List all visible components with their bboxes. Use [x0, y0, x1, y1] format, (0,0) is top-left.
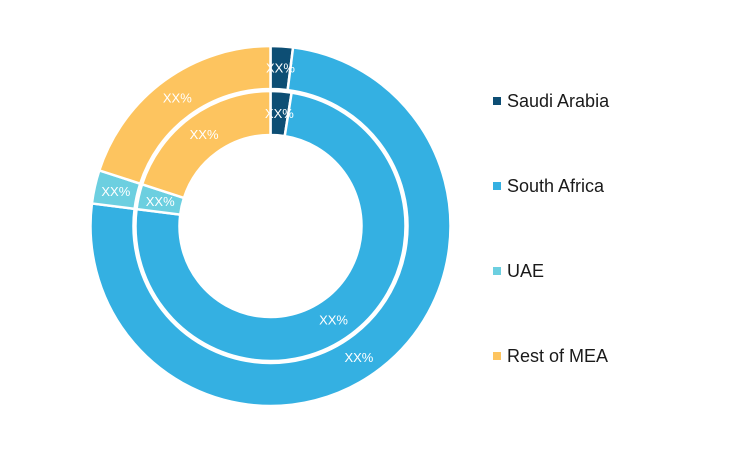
inner-label-rest-of-mea: XX% — [190, 127, 219, 142]
legend-swatch-south-africa — [493, 182, 501, 190]
legend: Saudi Arabia South Africa UAE Rest of ME… — [493, 88, 733, 428]
outer-label-south-africa: XX% — [344, 350, 373, 365]
outer-slice-south-africa — [89, 46, 452, 408]
outer-slice-rest-of-mea — [97, 44, 272, 186]
inner-label-south-africa: XX% — [319, 312, 348, 327]
legend-item-saudi-arabia: Saudi Arabia — [493, 88, 733, 173]
legend-item-south-africa: South Africa — [493, 173, 733, 258]
inner-slice-south-africa — [134, 91, 407, 363]
inner-slice-rest-of-mea — [140, 89, 272, 200]
legend-swatch-uae — [493, 267, 501, 275]
inner-label-uae: XX% — [146, 194, 175, 209]
legend-item-rest-of-mea: Rest of MEA — [493, 343, 733, 428]
legend-label-south-africa: South Africa — [507, 176, 605, 196]
legend-swatch-rest-of-mea — [493, 352, 501, 360]
legend-label-uae: UAE — [507, 261, 545, 281]
inner-label-saudi-arabia: XX% — [265, 106, 294, 121]
legend-label-rest-of-mea: Rest of MEA — [507, 346, 609, 366]
legend-swatch-saudi-arabia — [493, 97, 501, 105]
legend-item-uae: UAE — [493, 258, 733, 343]
legend-label-saudi-arabia: Saudi Arabia — [507, 91, 610, 111]
outer-label-uae: XX% — [101, 184, 130, 199]
outer-label-rest-of-mea: XX% — [163, 90, 192, 105]
outer-label-saudi-arabia: XX% — [266, 60, 295, 75]
